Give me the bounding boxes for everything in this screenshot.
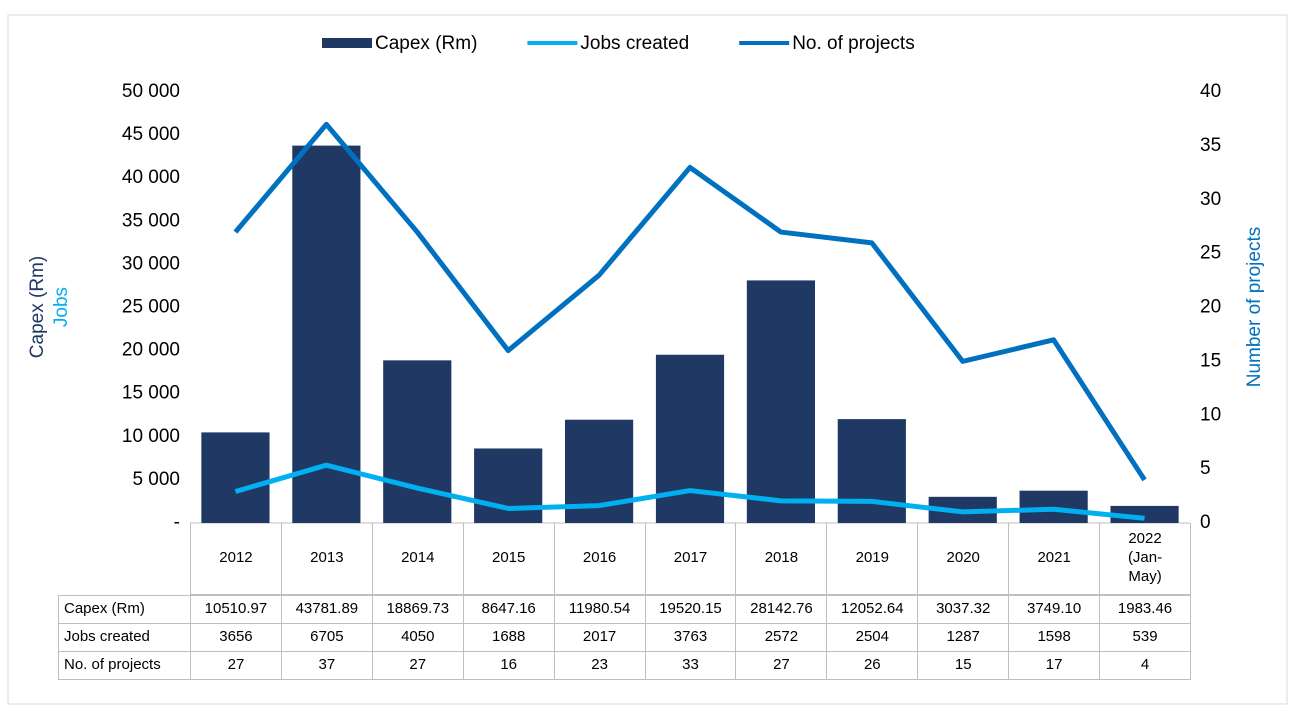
table-cell: 6705 xyxy=(280,623,373,652)
table-cell: 2017 xyxy=(553,623,646,652)
y-tick-label: 5 000 xyxy=(132,469,180,490)
x-tick-label: 2014 xyxy=(371,523,464,595)
table-row-label: Capex (Rm) xyxy=(58,595,191,624)
bar xyxy=(837,419,906,523)
y-tick-label: 10 000 xyxy=(122,426,180,447)
table-cell: 15 xyxy=(917,651,1010,680)
table-cell: 23 xyxy=(553,651,646,680)
table-cell: 3656 xyxy=(190,623,282,652)
table-cell: 26 xyxy=(826,651,919,680)
legend-label: Jobs created xyxy=(580,33,689,54)
y2-tick-label: 20 xyxy=(1200,297,1221,318)
bar xyxy=(474,448,543,523)
table-cell: 8647.16 xyxy=(462,595,555,624)
line-series xyxy=(233,121,1147,482)
y2-tick-label: 15 xyxy=(1200,350,1221,371)
table-cell: 16 xyxy=(462,651,555,680)
table-cell: 3037.32 xyxy=(917,595,1010,624)
x-tick-label: 2013 xyxy=(280,523,373,595)
legend-label: Capex (Rm) xyxy=(375,33,477,54)
y-tick-label: 15 000 xyxy=(122,383,180,404)
table-cell: 27 xyxy=(371,651,464,680)
x-tick-label: 2020 xyxy=(917,523,1010,595)
x-tick-label: 2018 xyxy=(735,523,828,595)
bar xyxy=(746,280,815,523)
frame xyxy=(7,14,1288,705)
legend-swatch xyxy=(322,38,372,48)
y-tick-label: - xyxy=(174,512,180,533)
table-row-label: No. of projects xyxy=(58,651,191,680)
table-cell: 27 xyxy=(735,651,828,680)
table-cell: 2572 xyxy=(735,623,828,652)
y-tick-label: 45 000 xyxy=(122,124,180,145)
table-cell: 4050 xyxy=(371,623,464,652)
x-tick-label: 2019 xyxy=(826,523,919,595)
y-tick-label: 40 000 xyxy=(122,167,180,188)
table-cell: 1983.46 xyxy=(1099,595,1191,624)
table-cell: 33 xyxy=(644,651,737,680)
y2-tick-label: 25 xyxy=(1200,243,1221,264)
table-cell: 28142.76 xyxy=(735,595,828,624)
table-cell: 1287 xyxy=(917,623,1010,652)
table-cell: 37 xyxy=(280,651,373,680)
y2-axis-title: Number of projects xyxy=(1244,227,1265,388)
bar xyxy=(383,360,452,523)
table-row-label: Jobs created xyxy=(58,623,191,652)
table-cell: 3749.10 xyxy=(1008,595,1101,624)
y2-tick-label: 35 xyxy=(1200,135,1221,156)
table-cell: 17 xyxy=(1008,651,1101,680)
legend-label: No. of projects xyxy=(792,33,915,54)
y-tick-label: 20 000 xyxy=(122,340,180,361)
table-cell: 19520.15 xyxy=(644,595,737,624)
line-series xyxy=(234,462,1145,521)
table-cell: 27 xyxy=(190,651,282,680)
y-tick-label: 30 000 xyxy=(122,253,180,274)
y2-tick-label: 30 xyxy=(1200,189,1221,210)
table-cell: 43781.89 xyxy=(280,595,373,624)
x-tick-label: 2021 xyxy=(1008,523,1101,595)
x-tick-label: 2016 xyxy=(553,523,646,595)
bar xyxy=(201,432,270,523)
table-cell: 12052.64 xyxy=(826,595,919,624)
x-tick-label: 2015 xyxy=(462,523,555,595)
bar xyxy=(655,354,725,523)
bar xyxy=(292,145,361,524)
y2-tick-label: 10 xyxy=(1200,404,1221,425)
x-tick-label: 2012 xyxy=(190,523,282,595)
table-cell: 2504 xyxy=(826,623,919,652)
y-tick-label: 50 000 xyxy=(122,81,180,102)
table-cell: 18869.73 xyxy=(371,595,464,624)
table-cell: 1598 xyxy=(1008,623,1101,652)
table-cell: 11980.54 xyxy=(553,595,646,624)
y-axis-title: Jobs xyxy=(51,287,72,327)
x-tick-label: 2017 xyxy=(644,523,737,595)
y2-tick-label: 5 xyxy=(1200,458,1211,479)
x-tick-label: 2022 (Jan-May) xyxy=(1099,523,1191,595)
table-cell: 10510.97 xyxy=(190,595,282,624)
y-axis-title: Capex (Rm) xyxy=(27,256,48,358)
y-tick-label: 25 000 xyxy=(122,297,180,318)
y-tick-label: 35 000 xyxy=(122,210,180,231)
table-cell: 3763 xyxy=(644,623,737,652)
table-cell: 4 xyxy=(1099,651,1191,680)
table-cell: 539 xyxy=(1099,623,1191,652)
y2-tick-label: 40 xyxy=(1200,81,1221,102)
y2-tick-label: 0 xyxy=(1200,512,1211,533)
table-cell: 1688 xyxy=(462,623,555,652)
